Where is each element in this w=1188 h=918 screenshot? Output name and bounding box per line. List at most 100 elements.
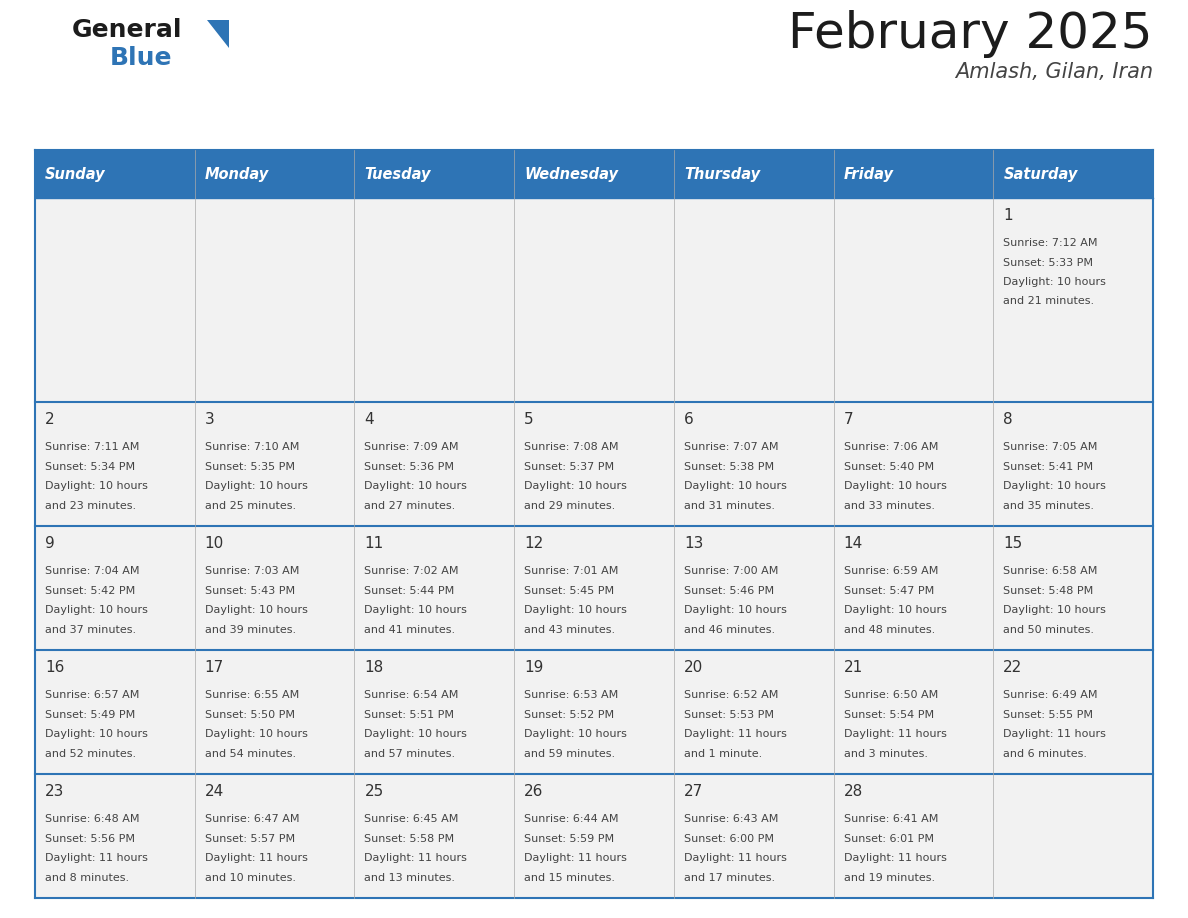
FancyBboxPatch shape [34, 526, 1154, 650]
Text: Daylight: 10 hours: Daylight: 10 hours [1004, 481, 1106, 491]
Text: Friday: Friday [843, 166, 893, 182]
Text: Daylight: 10 hours: Daylight: 10 hours [204, 481, 308, 491]
Text: Sunrise: 7:09 AM: Sunrise: 7:09 AM [365, 442, 459, 453]
Text: and 6 minutes.: and 6 minutes. [1004, 749, 1087, 758]
FancyBboxPatch shape [34, 402, 1154, 526]
Text: and 23 minutes.: and 23 minutes. [45, 501, 137, 511]
Text: Wednesday: Wednesday [524, 166, 618, 182]
Text: 26: 26 [524, 784, 544, 799]
Text: Sunrise: 7:10 AM: Sunrise: 7:10 AM [204, 442, 299, 453]
Text: Daylight: 10 hours: Daylight: 10 hours [45, 605, 147, 615]
Text: Sunrise: 6:57 AM: Sunrise: 6:57 AM [45, 690, 139, 700]
Text: Sunset: 5:58 PM: Sunset: 5:58 PM [365, 834, 455, 844]
Text: Sunday: Sunday [45, 166, 106, 182]
Text: Daylight: 10 hours: Daylight: 10 hours [365, 605, 467, 615]
Text: Sunrise: 6:55 AM: Sunrise: 6:55 AM [204, 690, 299, 700]
Text: Sunset: 5:49 PM: Sunset: 5:49 PM [45, 710, 135, 720]
Text: February 2025: February 2025 [789, 10, 1154, 58]
Text: Sunset: 5:35 PM: Sunset: 5:35 PM [204, 462, 295, 472]
Text: and 29 minutes.: and 29 minutes. [524, 501, 615, 511]
Text: and 21 minutes.: and 21 minutes. [1004, 297, 1094, 307]
Text: Sunrise: 6:45 AM: Sunrise: 6:45 AM [365, 814, 459, 824]
Text: and 17 minutes.: and 17 minutes. [684, 873, 775, 882]
Text: General: General [72, 18, 183, 42]
FancyBboxPatch shape [34, 150, 1154, 198]
Text: 3: 3 [204, 412, 215, 428]
Text: Blue: Blue [110, 46, 172, 70]
Text: 14: 14 [843, 536, 862, 552]
Text: 13: 13 [684, 536, 703, 552]
Text: Sunrise: 6:53 AM: Sunrise: 6:53 AM [524, 690, 619, 700]
Text: Sunrise: 7:05 AM: Sunrise: 7:05 AM [1004, 442, 1098, 453]
Text: Sunset: 5:57 PM: Sunset: 5:57 PM [204, 834, 295, 844]
Text: and 13 minutes.: and 13 minutes. [365, 873, 455, 882]
Text: Daylight: 10 hours: Daylight: 10 hours [684, 481, 786, 491]
Text: Daylight: 10 hours: Daylight: 10 hours [524, 729, 627, 739]
Text: Daylight: 11 hours: Daylight: 11 hours [365, 853, 467, 863]
Text: Daylight: 10 hours: Daylight: 10 hours [365, 481, 467, 491]
Text: 28: 28 [843, 784, 862, 799]
Text: Daylight: 10 hours: Daylight: 10 hours [45, 481, 147, 491]
Text: 16: 16 [45, 660, 64, 676]
Text: 2: 2 [45, 412, 55, 428]
Text: Sunset: 5:55 PM: Sunset: 5:55 PM [1004, 710, 1093, 720]
Text: Daylight: 10 hours: Daylight: 10 hours [365, 729, 467, 739]
Text: Sunset: 5:53 PM: Sunset: 5:53 PM [684, 710, 773, 720]
Text: Daylight: 10 hours: Daylight: 10 hours [1004, 277, 1106, 287]
Text: Daylight: 11 hours: Daylight: 11 hours [524, 853, 627, 863]
Text: Sunrise: 7:08 AM: Sunrise: 7:08 AM [524, 442, 619, 453]
Text: 6: 6 [684, 412, 694, 428]
Text: Monday: Monday [204, 166, 268, 182]
Text: Sunrise: 6:50 AM: Sunrise: 6:50 AM [843, 690, 937, 700]
Text: 18: 18 [365, 660, 384, 676]
Text: and 41 minutes.: and 41 minutes. [365, 625, 455, 635]
Text: Tuesday: Tuesday [365, 166, 431, 182]
Text: Sunset: 5:40 PM: Sunset: 5:40 PM [843, 462, 934, 472]
Text: 22: 22 [1004, 660, 1023, 676]
Text: Sunset: 5:36 PM: Sunset: 5:36 PM [365, 462, 455, 472]
Text: Sunset: 5:56 PM: Sunset: 5:56 PM [45, 834, 135, 844]
Text: Sunrise: 6:41 AM: Sunrise: 6:41 AM [843, 814, 939, 824]
Text: 8: 8 [1004, 412, 1013, 428]
Text: Sunset: 5:43 PM: Sunset: 5:43 PM [204, 586, 295, 596]
Text: and 35 minutes.: and 35 minutes. [1004, 501, 1094, 511]
Text: Daylight: 10 hours: Daylight: 10 hours [524, 605, 627, 615]
Text: Sunset: 5:51 PM: Sunset: 5:51 PM [365, 710, 455, 720]
Text: 19: 19 [524, 660, 544, 676]
Text: Sunset: 5:45 PM: Sunset: 5:45 PM [524, 586, 614, 596]
Text: and 31 minutes.: and 31 minutes. [684, 501, 775, 511]
Text: Sunset: 5:48 PM: Sunset: 5:48 PM [1004, 586, 1093, 596]
Text: and 57 minutes.: and 57 minutes. [365, 749, 455, 758]
Text: Sunrise: 6:54 AM: Sunrise: 6:54 AM [365, 690, 459, 700]
Text: Sunrise: 7:07 AM: Sunrise: 7:07 AM [684, 442, 778, 453]
Text: 7: 7 [843, 412, 853, 428]
Text: Daylight: 11 hours: Daylight: 11 hours [204, 853, 308, 863]
Text: 23: 23 [45, 784, 64, 799]
Text: 24: 24 [204, 784, 225, 799]
FancyBboxPatch shape [34, 774, 1154, 898]
Text: Daylight: 11 hours: Daylight: 11 hours [1004, 729, 1106, 739]
Text: 20: 20 [684, 660, 703, 676]
Text: Sunrise: 7:01 AM: Sunrise: 7:01 AM [524, 566, 619, 577]
Text: and 43 minutes.: and 43 minutes. [524, 625, 615, 635]
Text: Sunset: 5:41 PM: Sunset: 5:41 PM [1004, 462, 1093, 472]
Text: Sunrise: 7:00 AM: Sunrise: 7:00 AM [684, 566, 778, 577]
Text: 1: 1 [1004, 208, 1013, 223]
Polygon shape [207, 20, 229, 48]
Text: and 33 minutes.: and 33 minutes. [843, 501, 935, 511]
Text: Sunrise: 6:52 AM: Sunrise: 6:52 AM [684, 690, 778, 700]
Text: 25: 25 [365, 784, 384, 799]
Text: Sunset: 5:33 PM: Sunset: 5:33 PM [1004, 258, 1093, 267]
Text: Sunset: 5:52 PM: Sunset: 5:52 PM [524, 710, 614, 720]
Text: Daylight: 10 hours: Daylight: 10 hours [524, 481, 627, 491]
Text: Daylight: 10 hours: Daylight: 10 hours [45, 729, 147, 739]
FancyBboxPatch shape [34, 650, 1154, 774]
Text: 17: 17 [204, 660, 225, 676]
Text: 15: 15 [1004, 536, 1023, 552]
Text: Sunrise: 7:04 AM: Sunrise: 7:04 AM [45, 566, 139, 577]
Text: and 46 minutes.: and 46 minutes. [684, 625, 775, 635]
Text: Daylight: 10 hours: Daylight: 10 hours [204, 729, 308, 739]
Text: and 3 minutes.: and 3 minutes. [843, 749, 928, 758]
Text: Sunrise: 6:44 AM: Sunrise: 6:44 AM [524, 814, 619, 824]
Text: Sunset: 5:59 PM: Sunset: 5:59 PM [524, 834, 614, 844]
